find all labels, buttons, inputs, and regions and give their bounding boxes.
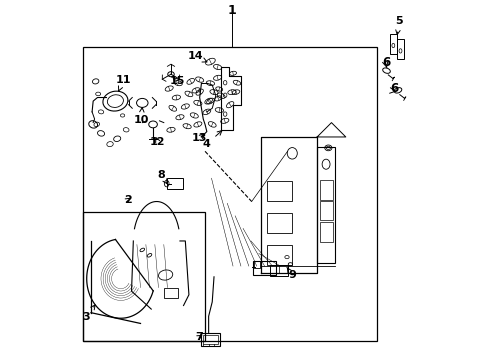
Bar xyxy=(83,212,204,341)
Bar xyxy=(396,39,403,59)
Bar xyxy=(319,201,332,220)
Text: 4: 4 xyxy=(203,131,222,149)
Text: 12: 12 xyxy=(150,137,165,147)
Text: 3: 3 xyxy=(82,305,95,322)
Text: 7: 7 xyxy=(195,332,203,342)
Bar xyxy=(319,180,332,200)
Text: 8: 8 xyxy=(157,170,167,184)
Bar xyxy=(254,261,259,267)
Bar xyxy=(267,213,291,233)
Text: 6: 6 xyxy=(381,56,389,69)
Text: 5: 5 xyxy=(395,17,403,35)
Text: 14: 14 xyxy=(187,51,206,62)
Bar xyxy=(279,265,288,273)
Bar xyxy=(203,335,217,344)
Text: 10: 10 xyxy=(133,108,149,125)
Bar xyxy=(252,261,275,275)
Bar xyxy=(269,265,287,276)
Text: 13: 13 xyxy=(192,133,207,143)
Bar xyxy=(83,47,376,341)
Text: 6: 6 xyxy=(389,82,397,95)
Text: 11: 11 xyxy=(115,75,131,91)
Text: 1: 1 xyxy=(227,4,236,17)
Text: 9: 9 xyxy=(286,267,295,280)
Bar xyxy=(267,181,291,201)
Bar xyxy=(200,333,220,346)
Text: 15: 15 xyxy=(169,76,184,86)
Bar xyxy=(166,178,182,189)
Bar xyxy=(267,246,291,265)
Text: 2: 2 xyxy=(124,195,132,205)
Bar xyxy=(163,288,178,298)
Bar xyxy=(389,34,396,54)
Bar xyxy=(319,222,332,242)
Bar xyxy=(317,147,334,263)
